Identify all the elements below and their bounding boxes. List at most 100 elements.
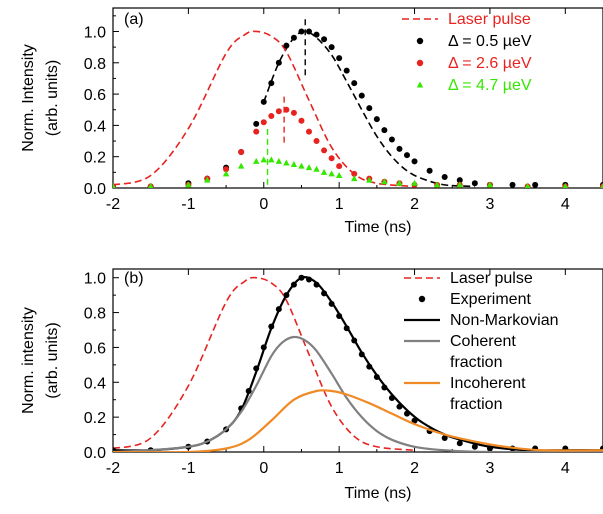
series-1-point xyxy=(328,44,335,51)
y-tick-label: 1.0 xyxy=(84,271,106,288)
series-3-line xyxy=(113,335,603,452)
series-1-point xyxy=(358,92,365,99)
series-2-point xyxy=(313,138,320,145)
series-3-point xyxy=(237,162,245,169)
legend-label: fraction xyxy=(450,354,502,371)
series-2-point xyxy=(328,155,335,162)
series-2-point xyxy=(306,128,312,135)
series-1-point xyxy=(298,28,305,35)
series-3-point xyxy=(147,182,154,188)
series-1-point xyxy=(456,177,463,184)
y-axis-label: Norm. intensity xyxy=(20,307,37,414)
legend-label: Laser pulse xyxy=(450,270,533,287)
series-3-point xyxy=(320,168,328,175)
series-3-point xyxy=(222,170,230,177)
series-1-point xyxy=(306,28,312,35)
x-tick-label: 1 xyxy=(335,460,344,477)
x-tick-label: 1 xyxy=(335,196,344,213)
series-3-point xyxy=(283,159,290,166)
x-axis-label: Time (ns) xyxy=(345,485,412,502)
legend-label: Experiment xyxy=(450,291,531,308)
series-1-point xyxy=(404,152,410,159)
series-3-point xyxy=(411,179,418,186)
panel-label: (b) xyxy=(124,270,144,287)
series-3-point xyxy=(305,164,313,171)
plot-frame xyxy=(112,268,603,453)
series-4-line xyxy=(113,389,603,452)
series-3-point xyxy=(313,165,320,172)
legend: Laser pulse Δ = 0.5 µeV Δ = 2.6 µeV Δ = 4.7… xyxy=(402,11,532,94)
series-3-point xyxy=(600,182,603,188)
series-2-point xyxy=(290,109,297,116)
series-1-point xyxy=(366,105,373,112)
series-3-point xyxy=(113,182,116,188)
series-1-point xyxy=(471,180,478,187)
series-3-point xyxy=(185,181,192,188)
y-tick-label: 0.4 xyxy=(84,118,106,135)
y-tick-label: 0.8 xyxy=(84,56,106,73)
y-tick-label: 0.0 xyxy=(84,445,106,462)
series-3-point xyxy=(486,181,494,188)
legend-label: Laser pulse xyxy=(448,11,531,28)
series-3-point xyxy=(335,171,343,178)
series-1-point xyxy=(351,80,358,87)
series-2-point xyxy=(223,166,230,173)
series-3-point xyxy=(351,175,358,182)
series-1-point xyxy=(253,120,260,127)
series-2-point xyxy=(298,117,305,124)
legend-swatch xyxy=(416,37,424,45)
legend-label: Incoherent xyxy=(450,375,526,392)
series-2-point xyxy=(238,149,245,155)
y-axis-label-units: (arb. units) xyxy=(44,60,61,136)
series-1-point xyxy=(441,435,448,442)
y-tick-label: 1.0 xyxy=(84,24,106,41)
panel-label: (a) xyxy=(124,11,144,28)
series-1-point xyxy=(260,98,267,105)
series-1-point xyxy=(336,55,343,62)
y-tick-label: 0.4 xyxy=(84,375,106,392)
x-axis-label: Time (ns) xyxy=(345,219,412,236)
series-3-point xyxy=(524,182,531,188)
legend-label: Non-Markovian xyxy=(450,312,558,329)
y-axis-label-units: (arb. units) xyxy=(44,322,61,398)
series-1-point xyxy=(441,174,448,181)
series-3-point xyxy=(381,178,388,185)
legend-swatch xyxy=(416,81,424,88)
series-3-point xyxy=(275,157,283,164)
legend-swatch xyxy=(418,295,426,303)
x-tick-label: -2 xyxy=(106,460,120,477)
series-1-point xyxy=(381,127,388,134)
x-tick-label: 4 xyxy=(561,196,570,213)
x-tick-label: 2 xyxy=(410,196,419,213)
y-tick-label: 0.6 xyxy=(84,87,106,104)
panel-b: -2 -1 0 1 2 3 4 0.0 0.2 0.4 0.6 0.8 1.0 Time (ns) Norm… xyxy=(20,268,603,502)
series-3-point xyxy=(260,156,267,163)
plot-frame xyxy=(112,7,603,189)
series-3-point xyxy=(433,181,441,188)
series-3-point xyxy=(268,156,275,163)
x-tick-label: 0 xyxy=(259,196,268,213)
x-tick-label: 3 xyxy=(485,460,494,477)
series-1-point xyxy=(471,443,478,450)
series-3-point xyxy=(290,161,298,168)
series-1-point xyxy=(343,67,350,74)
x-tick-label: 2 xyxy=(410,460,419,477)
series-2-point xyxy=(351,170,358,177)
series-1-point xyxy=(456,440,463,447)
series-1-point xyxy=(426,167,433,174)
y-tick-label: 0.2 xyxy=(84,150,106,167)
y-tick-label: 0.2 xyxy=(84,410,106,427)
y-tick-label: 0.0 xyxy=(84,181,106,198)
x-tick-label: -1 xyxy=(181,196,195,213)
x-tick-label: 3 xyxy=(485,196,494,213)
x-tick-label: 4 xyxy=(561,460,570,477)
series-1-point xyxy=(388,136,395,143)
panel-a: -2 -1 0 1 2 3 4 0.0 0.2 0.4 0.6 0.8 1.0 Time (ns) Norm… xyxy=(20,7,603,236)
series-2-point xyxy=(321,147,328,154)
x-tick-label: -2 xyxy=(106,196,120,213)
series-1-point xyxy=(275,59,282,66)
series-3-point xyxy=(366,176,373,183)
series-3-point xyxy=(562,182,569,188)
series-group xyxy=(113,274,603,452)
